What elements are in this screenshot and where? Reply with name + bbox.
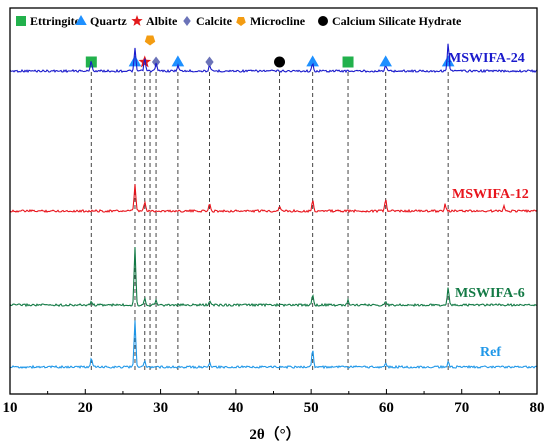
x-tick-label: 40 <box>228 400 243 416</box>
legend-label-quartz: Quartz <box>90 14 127 28</box>
legend-label-calcium-silicate-hydrate: Calcium Silicate Hydrate <box>332 14 462 28</box>
phase-marker-quartz <box>441 55 455 67</box>
legend-marker-ettringite <box>16 16 26 26</box>
phase-marker-quartz <box>306 55 319 67</box>
legend-marker-microcline <box>236 16 246 26</box>
series-label-mswifa-24: MSWIFA-24 <box>448 51 525 66</box>
legend-marker-calcite <box>183 16 191 26</box>
x-tick-label: 30 <box>153 400 168 416</box>
legend-label-ettringite: Ettringite <box>30 14 81 28</box>
phase-marker-quartz <box>171 55 185 67</box>
legend-label-microcline: Microcline <box>250 14 306 28</box>
legend-label-albite: Albite <box>146 14 178 28</box>
series-line-mswifa-24 <box>9 43 538 74</box>
phase-marker-calcite <box>205 56 214 68</box>
x-tick-label: 20 <box>78 400 93 416</box>
series-labels: MSWIFA-24 MSWIFA-12 MSWIFA-6 Ref <box>448 51 529 360</box>
series-label-mswifa-12: MSWIFA-12 <box>452 187 529 202</box>
series-label-ref: Ref <box>480 345 501 360</box>
phase-marker-albite <box>138 55 152 68</box>
legend-marker-albite <box>131 15 143 26</box>
series-line-ref <box>9 320 538 370</box>
x-tick-label: 70 <box>454 400 469 416</box>
phase-marker-quartz <box>128 55 142 67</box>
x-tick-label: 10 <box>3 400 18 416</box>
x-axis-title: 2θ（°） <box>249 425 300 443</box>
phase-marker-ettringite <box>342 56 354 68</box>
legend-marker-quartz <box>75 15 87 25</box>
phase-marker-calcium-silicate-hydrate <box>274 56 286 68</box>
series-line-mswifa-6 <box>9 247 538 308</box>
legend-label-calcite: Calcite <box>196 14 233 28</box>
x-tick-label: 60 <box>379 400 394 416</box>
x-tick-label: 50 <box>304 400 319 416</box>
legend: Ettringite Quartz Albite Calcite Microcline C… <box>16 14 462 28</box>
x-axis: 10 20 30 40 50 60 70 80 <box>3 389 545 416</box>
reference-lines <box>90 72 449 372</box>
phase-marker-quartz <box>379 55 393 67</box>
legend-marker-calcium-silicate-hydrate <box>318 16 328 26</box>
phase-marker-microcline <box>144 35 156 46</box>
x-tick-label: 80 <box>530 400 545 416</box>
series-group <box>9 43 538 370</box>
phase-marker-calcite <box>151 56 161 68</box>
series-label-mswifa-6: MSWIFA-6 <box>455 286 525 301</box>
phase-markers <box>85 35 455 68</box>
series-line-mswifa-12 <box>9 184 538 214</box>
